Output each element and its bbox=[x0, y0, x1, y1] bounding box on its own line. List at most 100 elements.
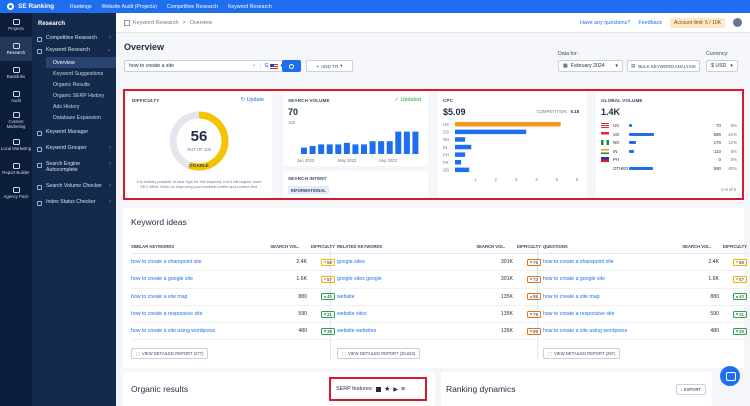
volume-bar[interactable] bbox=[412, 131, 419, 154]
volume-bar[interactable] bbox=[343, 142, 350, 154]
keyword-link[interactable]: how to create a responsive site bbox=[543, 311, 615, 318]
difficulty-header[interactable]: DIFFICULTY bbox=[516, 243, 541, 249]
iconbar-backlinks[interactable]: Backlinks bbox=[0, 61, 32, 85]
sidebar-item-keyword-manager[interactable]: Keyword Manager bbox=[32, 127, 116, 139]
volume-bar[interactable] bbox=[352, 144, 359, 154]
iconbar-research[interactable]: Research bbox=[0, 37, 32, 61]
home-icon[interactable] bbox=[124, 19, 130, 26]
sidebar-sub-organic-serp-history[interactable]: Organic SERP History bbox=[53, 92, 105, 99]
volume-bar[interactable] bbox=[361, 144, 367, 154]
difficulty-header[interactable]: DIFFICULTY bbox=[310, 243, 335, 249]
search-vol-header[interactable]: SEARCH VOL. bbox=[682, 243, 711, 249]
cpc-bar[interactable] bbox=[455, 160, 462, 165]
iconbar-agency-pack[interactable]: Agency Pack bbox=[0, 181, 32, 205]
bulk-analysis-button[interactable]: ▤ BULK KEYWORD ANALYSIS bbox=[627, 60, 700, 72]
iconbar-report-builder[interactable]: Report Builder bbox=[0, 157, 32, 181]
volume-bar[interactable] bbox=[335, 144, 342, 154]
sidebar-sub-database-expansion[interactable]: Database Expansion bbox=[53, 114, 101, 121]
sidebar-sub-keyword-suggestions[interactable]: Keyword Suggestions bbox=[53, 70, 104, 77]
cpc-bar[interactable] bbox=[455, 129, 527, 135]
sidebar-item-keyword-grouper[interactable]: Keyword Grouper › bbox=[32, 143, 116, 155]
nav-website-audit[interactable]: Website Audit (Projects) bbox=[101, 3, 157, 10]
volume-bar[interactable] bbox=[326, 144, 333, 154]
sidebar-sub-organic-results[interactable]: Organic Results bbox=[53, 81, 90, 88]
date-selector[interactable]: ▦ February 2024 ▾ bbox=[558, 60, 623, 72]
global-volume-row[interactable]: NG 170 12% bbox=[601, 139, 737, 146]
account-limit-badge[interactable]: Account limit: 5 / 10K bbox=[670, 17, 725, 28]
view-detailed-report-button[interactable]: ⬚ VIEW DETAILED REPORT (277) bbox=[131, 348, 209, 359]
sidebar-item-autocomplete[interactable]: Search Engine Autocomplete › bbox=[32, 159, 116, 177]
questions-link[interactable]: Have any questions? bbox=[579, 19, 631, 26]
sidebar-sub-ads-history[interactable]: Ads History bbox=[53, 103, 80, 110]
serp-snippet-icon[interactable] bbox=[376, 386, 382, 392]
serp-video-icon[interactable]: ▶ bbox=[393, 386, 398, 393]
difficulty-update-button[interactable]: ↻ Update bbox=[240, 97, 264, 103]
chevron-down-icon: ⌄ bbox=[106, 47, 111, 53]
cpc-bar[interactable] bbox=[455, 122, 561, 127]
breadcrumb-parent[interactable]: Keyword Research bbox=[133, 19, 179, 26]
volume-bar[interactable] bbox=[318, 144, 325, 154]
clear-icon[interactable]: × bbox=[252, 63, 256, 69]
keyword-link[interactable]: how to create a site map bbox=[543, 293, 600, 300]
global-volume-row[interactable]: PH 0 0% bbox=[601, 156, 737, 163]
nav-keyword-research[interactable]: Keyword Research bbox=[227, 3, 272, 10]
sidebar-item-competitive-research[interactable]: Competitive Research › bbox=[32, 33, 116, 45]
cpc-bar[interactable] bbox=[455, 167, 470, 173]
difficulty-dot-icon bbox=[735, 261, 738, 264]
currency-selector[interactable]: $ USD ▾ bbox=[706, 60, 738, 72]
global-volume-row[interactable]: SG 590 41% bbox=[601, 131, 737, 138]
logo[interactable]: SE Ranking bbox=[0, 3, 70, 10]
keyword-link[interactable]: how to create a site map bbox=[131, 293, 188, 300]
search-button[interactable] bbox=[282, 60, 301, 72]
volume-bar[interactable] bbox=[378, 141, 385, 154]
serp-star-icon[interactable]: ★ bbox=[384, 386, 391, 393]
sidebar-item-volume-checker[interactable]: Search Volume Checker › bbox=[32, 181, 116, 193]
view-detailed-report-button[interactable]: ⬚ VIEW DETAILED REPORT (267) bbox=[543, 348, 621, 359]
volume-bar[interactable] bbox=[309, 146, 316, 154]
volume-bar[interactable] bbox=[369, 141, 376, 154]
keyword-link[interactable]: how to create a google site bbox=[131, 276, 194, 283]
volume-bar[interactable] bbox=[395, 131, 402, 154]
chat-icon[interactable] bbox=[720, 366, 740, 386]
global-volume-row[interactable]: US 70 5% bbox=[601, 122, 737, 129]
sidebar-item-keyword-research[interactable]: Keyword Research ⌄ bbox=[32, 45, 116, 57]
keyword-link[interactable]: google sites bbox=[337, 259, 365, 266]
volume-bar[interactable] bbox=[403, 131, 410, 154]
add-to-button[interactable]: + ADD TO ▾ bbox=[306, 60, 353, 72]
nav-competitive-research[interactable]: Competitive Research bbox=[166, 3, 218, 10]
iconbar-projects[interactable]: Projects bbox=[0, 13, 32, 37]
sidebar-sub-overview[interactable]: Overview bbox=[46, 57, 116, 68]
iconbar-local-marketing[interactable]: Local Marketing bbox=[0, 133, 32, 157]
keyword-link[interactable]: how to create a responsive site bbox=[131, 311, 203, 318]
feedback-link[interactable]: Feedback bbox=[638, 19, 663, 26]
search-vol-header[interactable]: SEARCH VOL. bbox=[476, 243, 505, 249]
keyword-link[interactable]: how to create a sharepoint site bbox=[131, 259, 202, 266]
cpc-bar[interactable] bbox=[455, 137, 466, 142]
global-volume-row[interactable]: IN 110 8% bbox=[601, 148, 737, 155]
export-button[interactable]: ↓ EXPORT bbox=[675, 384, 706, 395]
sidebar-item-index-checker[interactable]: Index Status Checker › bbox=[32, 197, 116, 209]
nav-rankings[interactable]: Rankings bbox=[70, 3, 92, 10]
keyword-link[interactable]: how to create a google site bbox=[543, 276, 606, 283]
volume-bar[interactable] bbox=[301, 147, 307, 154]
keyword-link[interactable]: website websites bbox=[337, 328, 377, 335]
keyword-link[interactable]: google sites google bbox=[337, 276, 382, 283]
cpc-bar[interactable] bbox=[455, 144, 472, 150]
keyword-link[interactable]: how to create a site using wordpress bbox=[543, 328, 628, 335]
cpc-bar[interactable] bbox=[455, 152, 466, 157]
iconbar-content-marketing[interactable]: Content Marketing bbox=[0, 109, 32, 133]
avatar[interactable] bbox=[733, 18, 742, 27]
search-vol-header[interactable]: SEARCH VOL. bbox=[270, 243, 299, 249]
keyword-link[interactable]: website bbox=[337, 293, 355, 300]
search-input[interactable]: how to create a site × G▾ bbox=[124, 60, 288, 72]
keyword-link[interactable]: how to create a sharepoint site bbox=[543, 259, 614, 266]
serp-list-icon[interactable]: ≡ bbox=[400, 385, 406, 393]
view-detailed-report-button[interactable]: ⬚ VIEW DETAILED REPORT (28,623) bbox=[337, 348, 421, 359]
difficulty-header[interactable]: DIFFICULTY bbox=[722, 243, 747, 249]
iconbar-audit[interactable]: Audit bbox=[0, 85, 32, 109]
keyword-link[interactable]: website sites bbox=[337, 311, 367, 318]
global-volume-row[interactable]: OTHER 590 40% bbox=[601, 165, 737, 172]
engine-selector[interactable]: G▾ bbox=[259, 63, 283, 69]
volume-bar[interactable] bbox=[386, 141, 393, 154]
keyword-link[interactable]: how to create a site using wordpress bbox=[131, 328, 216, 335]
